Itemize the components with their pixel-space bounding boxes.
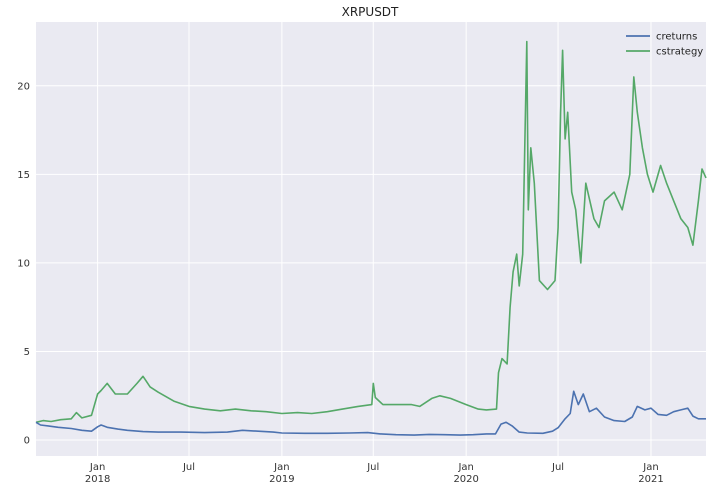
x-tick-label: Jul [366,462,379,473]
plot-area [36,22,706,456]
grid-lines [36,22,706,456]
x-tick-label: Jan [457,462,473,473]
y-tick-label: 0 [24,436,30,447]
x-tick-year: 2018 [85,474,110,484]
x-tick-label: Jan [89,462,105,473]
y-axis-ticks: 0 5 10 15 20 [17,81,30,446]
chart-title: XRPUSDT [342,5,399,19]
x-tick-year: 2020 [453,474,478,484]
series-line-cstrategy [35,40,707,424]
y-tick-label: 20 [17,81,30,92]
y-tick-label: 10 [17,258,30,269]
legend: creturns cstrategy [626,32,703,58]
series-line-creturns [35,390,706,436]
legend-label: cstrategy [656,47,703,58]
x-tick-label: Jan [642,462,658,473]
x-tick-label: Jan [273,462,289,473]
y-tick-label: 15 [17,170,30,181]
x-tick-label: Jul [182,462,195,473]
y-tick-label: 5 [24,347,30,358]
x-tick-year: 2021 [638,474,663,484]
x-tick-year: 2019 [269,474,294,484]
legend-label: creturns [656,32,697,43]
x-tick-label: Jul [551,462,564,473]
series-layer [35,40,707,436]
